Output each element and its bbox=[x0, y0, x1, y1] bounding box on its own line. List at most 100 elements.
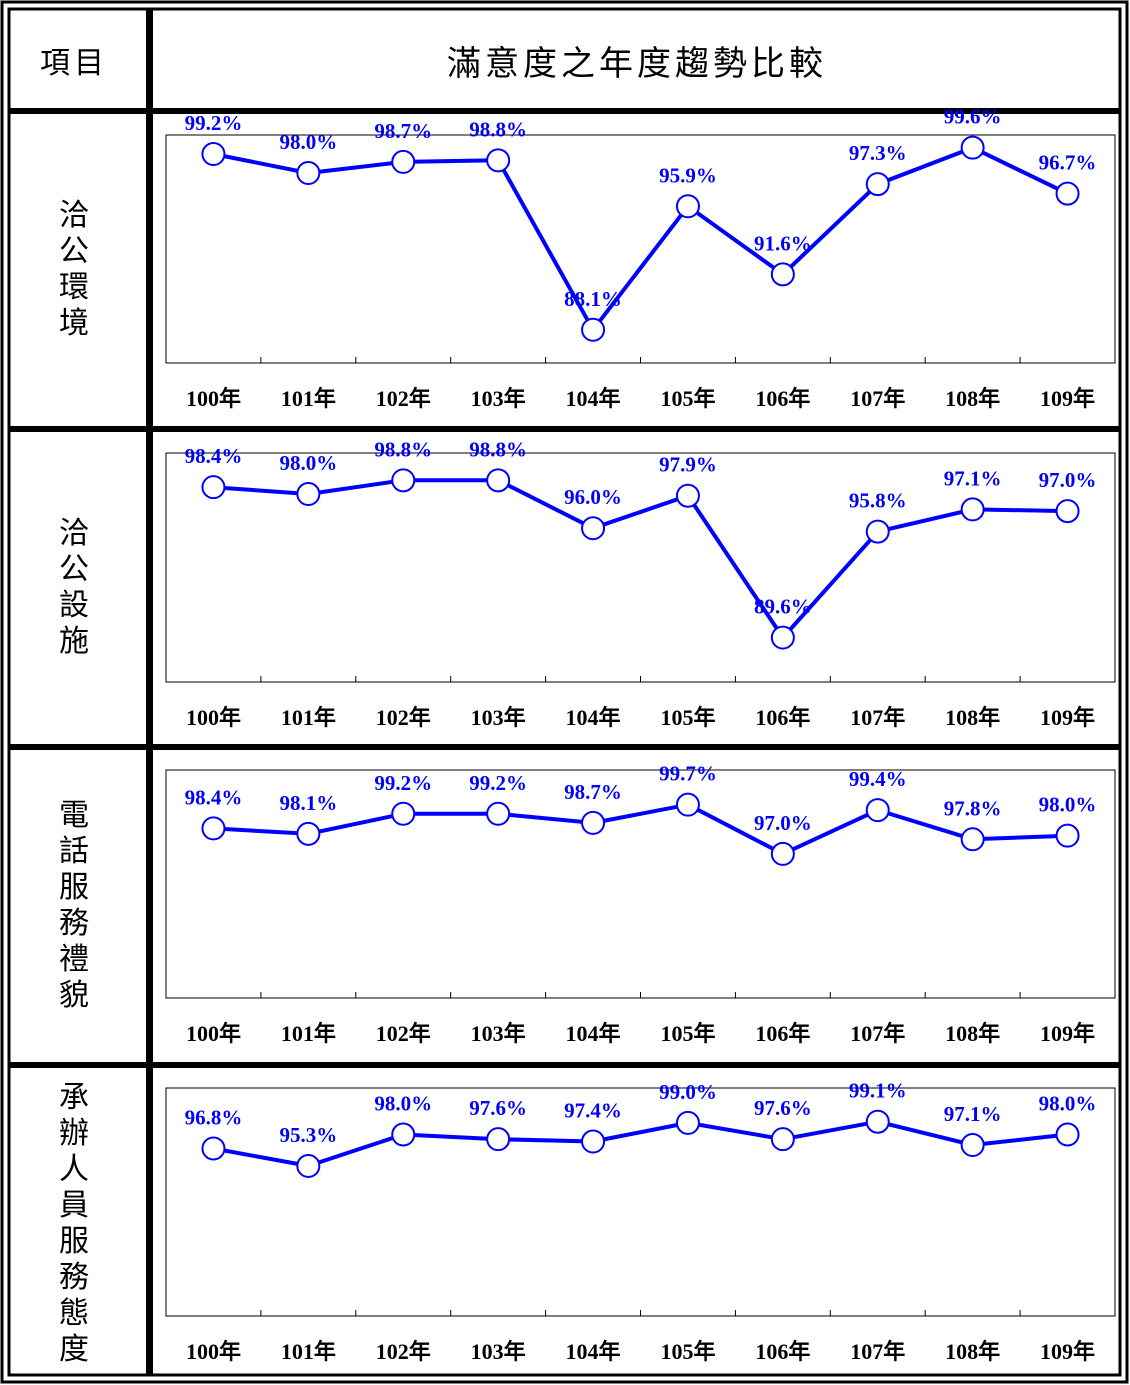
x-tick-label: 105年 bbox=[660, 1021, 715, 1046]
data-point bbox=[770, 262, 795, 287]
x-tick-label: 107年 bbox=[850, 1339, 905, 1364]
data-point bbox=[1055, 499, 1080, 524]
x-tick-label: 109年 bbox=[1040, 705, 1095, 730]
x-tick-label: 104年 bbox=[566, 1339, 621, 1364]
data-label: 99.0% bbox=[659, 1080, 717, 1104]
data-label: 91.6% bbox=[754, 231, 812, 255]
x-tick-label: 105年 bbox=[660, 1339, 715, 1364]
data-point bbox=[581, 317, 606, 342]
data-point bbox=[296, 161, 321, 185]
data-label: 98.0% bbox=[279, 451, 337, 475]
data-point bbox=[296, 1153, 321, 1178]
x-tick-label: 101年 bbox=[281, 705, 336, 730]
data-point bbox=[960, 497, 985, 522]
x-tick-label: 102年 bbox=[376, 1339, 431, 1364]
data-label: 97.0% bbox=[1039, 468, 1097, 492]
data-point bbox=[865, 1109, 890, 1134]
data-label: 98.7% bbox=[564, 780, 622, 804]
data-point bbox=[770, 1127, 795, 1152]
header-title: 滿意度之年度趨勢比較 bbox=[447, 43, 827, 84]
data-label: 95.9% bbox=[659, 163, 717, 187]
data-label: 97.6% bbox=[469, 1096, 527, 1120]
x-tick-label: 107年 bbox=[850, 705, 905, 730]
x-tick-label: 100年 bbox=[186, 705, 241, 730]
row-label-char: 電 bbox=[59, 798, 89, 833]
row-label-char: 貌 bbox=[59, 978, 89, 1013]
row-label-char: 辦 bbox=[59, 1116, 89, 1151]
x-tick-label: 108年 bbox=[945, 386, 1000, 411]
data-point bbox=[581, 810, 606, 835]
data-label: 98.1% bbox=[279, 791, 337, 815]
data-point bbox=[486, 148, 511, 173]
row-label-char: 公 bbox=[59, 552, 89, 587]
data-point bbox=[391, 149, 416, 174]
data-point bbox=[201, 1136, 226, 1161]
row-label-char: 設 bbox=[59, 588, 89, 623]
data-point bbox=[960, 1133, 985, 1157]
row-label-char: 洽 bbox=[59, 198, 89, 233]
row-label-char: 務 bbox=[59, 1260, 89, 1295]
data-point bbox=[391, 1122, 416, 1147]
data-point bbox=[391, 468, 416, 493]
row-label-char: 境 bbox=[59, 306, 89, 341]
x-tick-label: 106年 bbox=[755, 386, 810, 411]
data-point bbox=[581, 516, 606, 541]
data-label: 99.4% bbox=[849, 767, 907, 791]
data-point bbox=[865, 172, 890, 197]
row-label-char: 話 bbox=[59, 834, 89, 869]
data-label: 98.4% bbox=[185, 444, 243, 468]
row-label-char: 人 bbox=[59, 1152, 89, 1187]
x-tick-label: 108年 bbox=[945, 1339, 1000, 1364]
data-point bbox=[486, 801, 511, 826]
row-label-char: 服 bbox=[59, 1224, 89, 1259]
x-tick-label: 102年 bbox=[376, 386, 431, 411]
data-point bbox=[296, 821, 321, 846]
row-label-2: 洽公設施 bbox=[0, 432, 148, 744]
data-label: 97.6% bbox=[754, 1096, 812, 1120]
x-tick-label: 104年 bbox=[566, 386, 621, 411]
data-point bbox=[486, 1127, 511, 1152]
data-label: 97.9% bbox=[659, 453, 717, 477]
x-tick-label: 104年 bbox=[566, 705, 621, 730]
row-label-char: 務 bbox=[59, 906, 89, 941]
data-point bbox=[201, 142, 226, 166]
data-label: 99.1% bbox=[849, 1079, 907, 1103]
data-label: 95.8% bbox=[849, 489, 907, 513]
data-point bbox=[675, 483, 700, 508]
row-label-1: 洽公環境 bbox=[0, 114, 148, 426]
data-point bbox=[960, 827, 985, 852]
data-point bbox=[770, 625, 795, 650]
x-tick-label: 103年 bbox=[471, 1021, 526, 1046]
x-tick-label: 103年 bbox=[471, 1339, 526, 1364]
header-item-label: 項目 bbox=[40, 46, 108, 81]
x-tick-label: 104年 bbox=[566, 1021, 621, 1046]
data-label: 89.6% bbox=[754, 595, 812, 619]
data-label: 97.1% bbox=[944, 1102, 1002, 1126]
data-label: 98.8% bbox=[469, 117, 527, 141]
x-tick-label: 103年 bbox=[471, 705, 526, 730]
data-label: 97.8% bbox=[944, 796, 1002, 820]
x-tick-label: 107年 bbox=[850, 1021, 905, 1046]
data-point bbox=[675, 194, 700, 219]
row-label-char: 度 bbox=[59, 1332, 89, 1367]
data-label: 98.0% bbox=[1039, 793, 1097, 817]
row-label-4: 承辦人員服務態度 bbox=[0, 1068, 148, 1380]
row-label-char: 施 bbox=[59, 624, 89, 659]
x-tick-label: 100年 bbox=[186, 386, 241, 411]
row-label-char: 洽 bbox=[59, 516, 89, 551]
data-point bbox=[201, 816, 226, 841]
x-tick-label: 106年 bbox=[755, 705, 810, 730]
data-label: 98.0% bbox=[279, 130, 337, 154]
data-label: 97.0% bbox=[754, 811, 812, 835]
x-tick-label: 102年 bbox=[376, 705, 431, 730]
data-label: 98.0% bbox=[1039, 1092, 1097, 1116]
data-label: 96.0% bbox=[564, 485, 622, 509]
data-label: 97.1% bbox=[944, 466, 1002, 490]
series-line bbox=[213, 1119, 1068, 1168]
row-label-char: 禮 bbox=[59, 942, 89, 977]
x-tick-label: 106年 bbox=[755, 1021, 810, 1046]
row-label-char: 公 bbox=[59, 234, 89, 269]
